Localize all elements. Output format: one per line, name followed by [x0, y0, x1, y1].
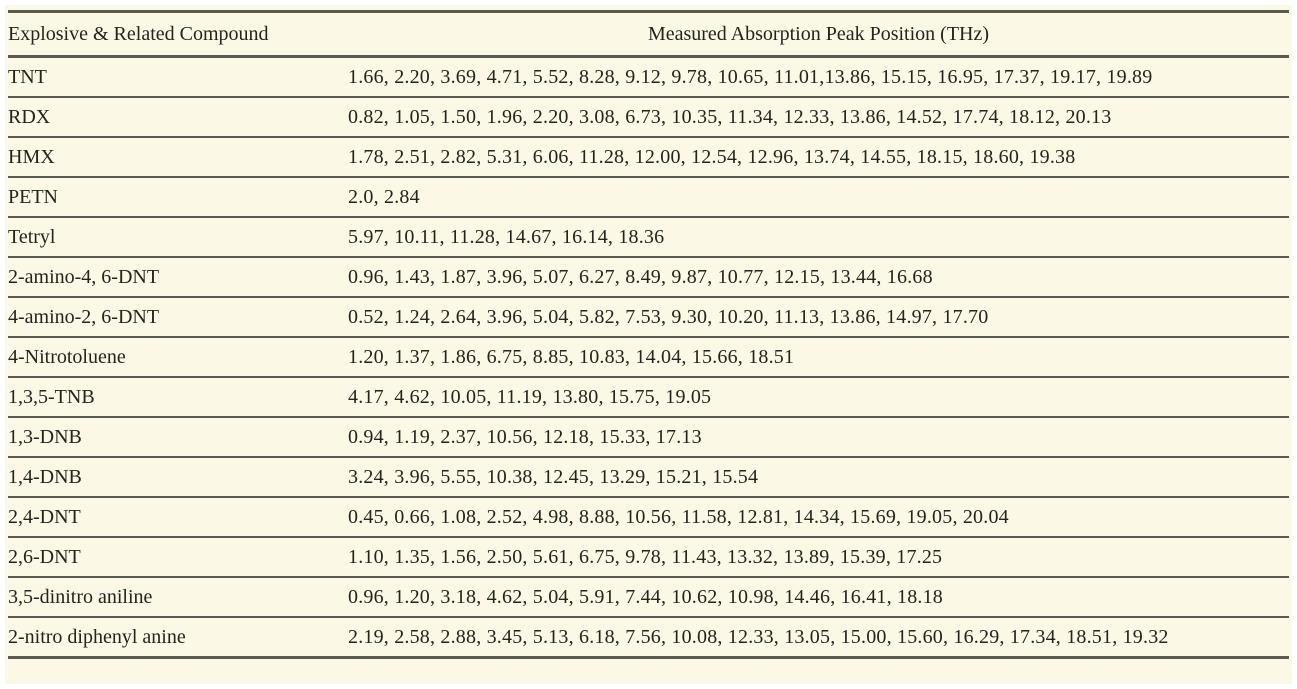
compound-cell: PETN [8, 177, 348, 218]
peaks-cell: 1.20, 1.37, 1.86, 6.75, 8.85, 10.83, 14.… [348, 337, 1289, 378]
table-row: 1,4-DNB 3.24, 3.96, 5.55, 10.38, 12.45, 1… [8, 457, 1289, 498]
compound-cell: 2,6-DNT [8, 537, 348, 578]
table-header: Explosive & Related Compound Measured Ab… [8, 10, 1289, 58]
table-row: TNT 1.66, 2.20, 3.69, 4.71, 5.52, 8.28, 9… [8, 56, 1289, 98]
table-row: 1,3-DNB 0.94, 1.19, 2.37, 10.56, 12.18, 1… [8, 417, 1289, 458]
peaks-cell: 1.66, 2.20, 3.69, 4.71, 5.52, 8.28, 9.12… [348, 56, 1289, 98]
compound-cell: HMX [8, 137, 348, 178]
compound-cell: 1,3-DNB [8, 417, 348, 458]
table-row: 4-amino-2, 6-DNT 0.52, 1.24, 2.64, 3.96, … [8, 297, 1289, 338]
table-row: 2-nitro diphenyl anine 2.19, 2.58, 2.88, … [8, 617, 1289, 659]
peaks-cell: 0.52, 1.24, 2.64, 3.96, 5.04, 5.82, 7.53… [348, 297, 1289, 338]
compound-cell: TNT [8, 56, 348, 98]
table-body: TNT 1.66, 2.20, 3.69, 4.71, 5.52, 8.28, 9… [8, 56, 1289, 659]
peaks-cell: 0.94, 1.19, 2.37, 10.56, 12.18, 15.33, 1… [348, 417, 1289, 458]
peaks-cell: 1.78, 2.51, 2.82, 5.31, 6.06, 11.28, 12.… [348, 137, 1289, 178]
compound-cell: 2,4-DNT [8, 497, 348, 538]
compound-cell: 1,4-DNB [8, 457, 348, 498]
table-row: 2,4-DNT 0.45, 0.66, 1.08, 2.52, 4.98, 8.8… [8, 497, 1289, 538]
table-row: 2,6-DNT 1.10, 1.35, 1.56, 2.50, 5.61, 6.7… [8, 537, 1289, 578]
compound-cell: 1,3,5-TNB [8, 377, 348, 418]
table-row: 4-Nitrotoluene 1.20, 1.37, 1.86, 6.75, 8.… [8, 337, 1289, 378]
peaks-cell: 0.96, 1.20, 3.18, 4.62, 5.04, 5.91, 7.44… [348, 577, 1289, 618]
table-row: 1,3,5-TNB 4.17, 4.62, 10.05, 11.19, 13.80… [8, 377, 1289, 418]
compound-cell: Tetryl [8, 217, 348, 258]
table-row: 3,5-dinitro aniline 0.96, 1.20, 3.18, 4.6… [8, 577, 1289, 618]
table-row: 2-amino-4, 6-DNT 0.96, 1.43, 1.87, 3.96, … [8, 257, 1289, 298]
peaks-cell: 0.82, 1.05, 1.50, 1.96, 2.20, 3.08, 6.73… [348, 97, 1289, 138]
peaks-cell: 3.24, 3.96, 5.55, 10.38, 12.45, 13.29, 1… [348, 457, 1289, 498]
table-row: RDX 0.82, 1.05, 1.50, 1.96, 2.20, 3.08, 6… [8, 97, 1289, 138]
peaks-cell: 2.19, 2.58, 2.88, 3.45, 5.13, 6.18, 7.56… [348, 617, 1289, 659]
compound-cell: 2-nitro diphenyl anine [8, 617, 348, 659]
absorption-peaks-table: Explosive & Related Compound Measured Ab… [8, 10, 1289, 659]
peaks-cell: 4.17, 4.62, 10.05, 11.19, 13.80, 15.75, … [348, 377, 1289, 418]
column-header-compound: Explosive & Related Compound [8, 10, 348, 58]
compound-cell: RDX [8, 97, 348, 138]
column-header-peak-positions: Measured Absorption Peak Position (THz) [348, 10, 1289, 58]
compound-cell: 4-amino-2, 6-DNT [8, 297, 348, 338]
table-row: Tetryl 5.97, 10.11, 11.28, 14.67, 16.14, … [8, 217, 1289, 258]
header-row: Explosive & Related Compound Measured Ab… [8, 10, 1289, 58]
peaks-cell: 0.96, 1.43, 1.87, 3.96, 5.07, 6.27, 8.49… [348, 257, 1289, 298]
compound-cell: 4-Nitrotoluene [8, 337, 348, 378]
scanned-table-sheet: Explosive & Related Compound Measured Ab… [5, 5, 1292, 684]
peaks-cell: 5.97, 10.11, 11.28, 14.67, 16.14, 18.36 [348, 217, 1289, 258]
peaks-cell: 0.45, 0.66, 1.08, 2.52, 4.98, 8.88, 10.5… [348, 497, 1289, 538]
table-row: HMX 1.78, 2.51, 2.82, 5.31, 6.06, 11.28, … [8, 137, 1289, 178]
peaks-cell: 2.0, 2.84 [348, 177, 1289, 218]
compound-cell: 3,5-dinitro aniline [8, 577, 348, 618]
table-row: PETN 2.0, 2.84 [8, 177, 1289, 218]
peaks-cell: 1.10, 1.35, 1.56, 2.50, 5.61, 6.75, 9.78… [348, 537, 1289, 578]
compound-cell: 2-amino-4, 6-DNT [8, 257, 348, 298]
